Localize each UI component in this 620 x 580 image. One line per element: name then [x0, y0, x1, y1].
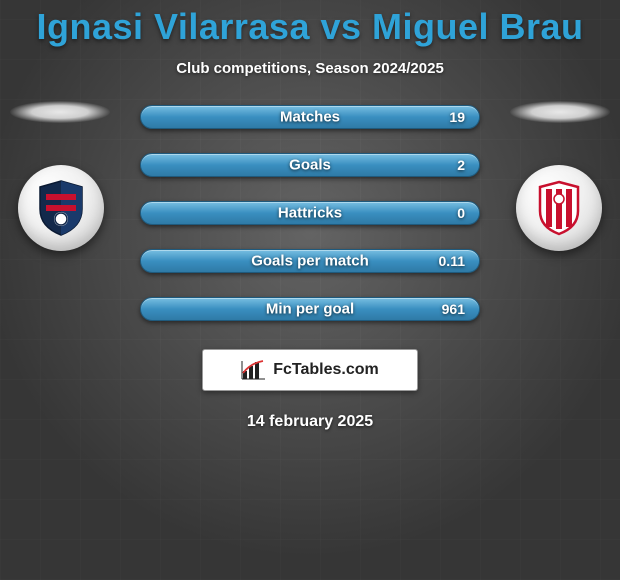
stat-value: 0.11 [439, 253, 465, 269]
granada-crest-icon [534, 179, 584, 237]
club-crest-left [18, 165, 104, 251]
stat-value: 2 [457, 157, 465, 173]
stat-value: 0 [457, 205, 465, 221]
stat-bar: Goals 2 [140, 153, 480, 177]
stat-label: Matches [280, 109, 340, 126]
huesca-crest-icon [36, 179, 86, 237]
stat-bar: Goals per match 0.11 [140, 249, 480, 273]
stat-bar: Matches 19 [140, 105, 480, 129]
bar-chart-icon [241, 359, 267, 381]
source-logo-box: FcTables.com [202, 349, 418, 391]
shadow-right [510, 101, 610, 123]
stat-label: Min per goal [266, 301, 354, 318]
stat-value: 19 [449, 109, 465, 125]
stat-label: Goals [289, 157, 331, 174]
stat-bars: Matches 19 Goals 2 Hattricks 0 Goals per… [140, 105, 480, 321]
stat-label: Hattricks [278, 205, 342, 222]
comparison-stage: Matches 19 Goals 2 Hattricks 0 Goals per… [0, 105, 620, 321]
date-label: 14 february 2025 [0, 413, 620, 431]
page-subtitle: Club competitions, Season 2024/2025 [0, 60, 620, 77]
club-crest-right [516, 165, 602, 251]
stat-value: 961 [442, 301, 465, 317]
source-logo-text: FcTables.com [273, 361, 379, 379]
stat-bar: Min per goal 961 [140, 297, 480, 321]
stat-label: Goals per match [251, 253, 369, 270]
stat-bar: Hattricks 0 [140, 201, 480, 225]
shadow-left [10, 101, 110, 123]
page-title: Ignasi Vilarrasa vs Miguel Brau [0, 0, 620, 48]
